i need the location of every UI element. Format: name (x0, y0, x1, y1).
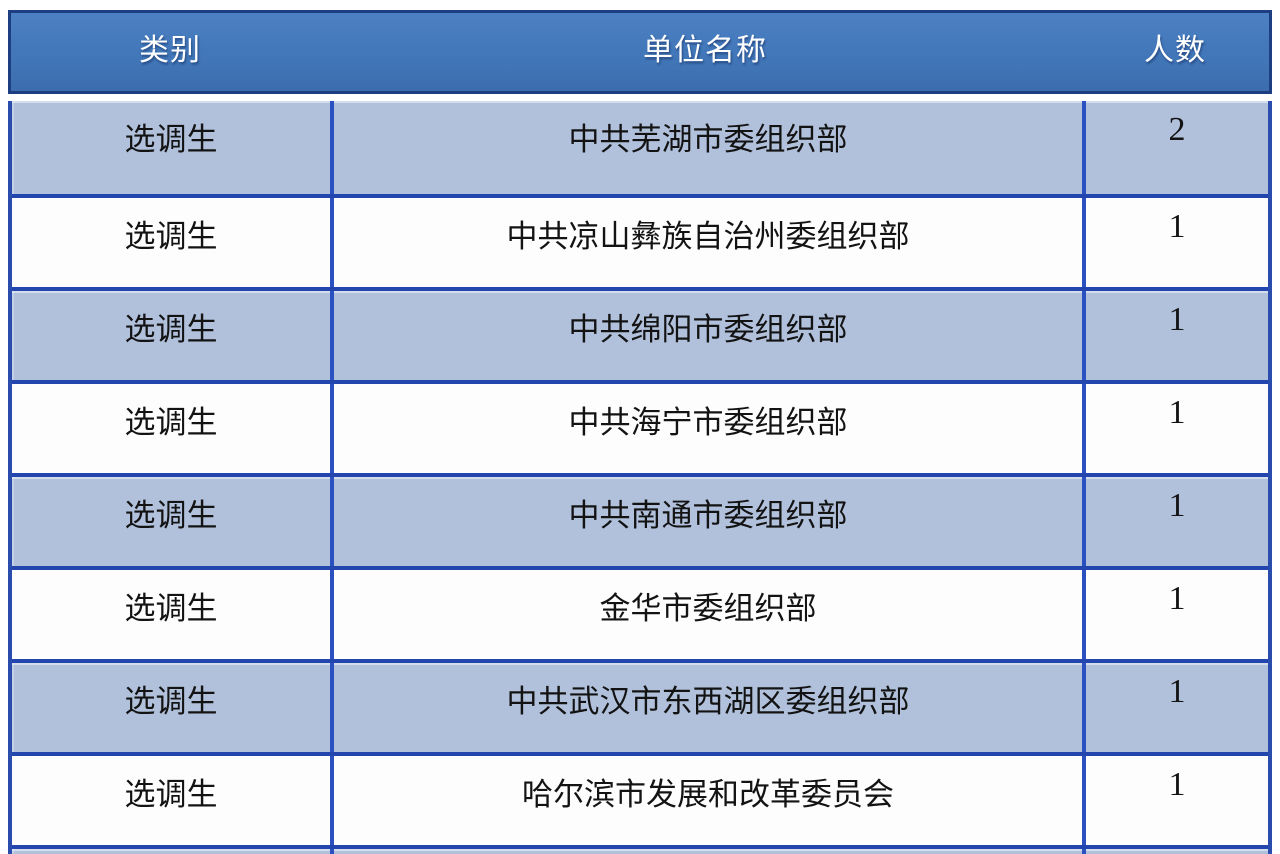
cell-count: 1 (1082, 291, 1268, 380)
cell-unit-name: 中共绵阳市委组织部 (330, 291, 1082, 380)
header-cell-category: 类别 (139, 34, 201, 67)
cell-count: 1 (1082, 477, 1268, 566)
cell-unit-name: 中共南通市委组织部 (330, 477, 1082, 566)
cell-unit-name: 中共芜湖市委组织部 (330, 101, 1082, 194)
cell-count: 1 (1082, 756, 1268, 845)
cell-category: 选调生 (124, 122, 218, 157)
cell-count: 2 (1082, 101, 1268, 194)
cell-unit-name: 金华市委组织部 (330, 570, 1082, 659)
cell-category (12, 849, 330, 854)
cell-count: 1 (1082, 570, 1268, 659)
cell-count: 1 (1082, 384, 1268, 473)
table-row: 选调生 金华市委组织部 1 (12, 566, 1268, 659)
cell-unit-name: 哈尔滨市发展和改革委员会 (330, 756, 1082, 845)
cell-category: 选调生 (124, 312, 218, 347)
cell-category: 选调生 (124, 777, 218, 812)
table-row: 选调生 中共海宁市委组织部 1 (12, 380, 1268, 473)
table-row (12, 845, 1268, 854)
cell-count: 1 (1082, 198, 1268, 287)
table-row: 选调生 中共绵阳市委组织部 1 (12, 287, 1268, 380)
cell-unit-name: 中共凉山彝族自治州委组织部 (330, 198, 1082, 287)
table-row: 选调生 中共芜湖市委组织部 2 (12, 101, 1268, 194)
cell-category: 选调生 (124, 405, 218, 440)
cell-unit-name (330, 849, 1082, 854)
cell-category: 选调生 (124, 684, 218, 719)
cell-category: 选调生 (124, 219, 218, 254)
cell-count (1082, 849, 1268, 854)
table-header-row: 类别 单位名称 人数 (8, 10, 1272, 94)
table-row: 选调生 中共凉山彝族自治州委组织部 1 (12, 194, 1268, 287)
cell-unit-name: 中共海宁市委组织部 (330, 384, 1082, 473)
table-row: 选调生 哈尔滨市发展和改革委员会 1 (12, 752, 1268, 845)
table-row: 选调生 中共南通市委组织部 1 (12, 473, 1268, 566)
header-cell-unit-name: 单位名称 (643, 34, 767, 67)
cell-count: 1 (1082, 663, 1268, 752)
table-row: 选调生 中共武汉市东西湖区委组织部 1 (12, 659, 1268, 752)
cell-unit-name: 中共武汉市东西湖区委组织部 (330, 663, 1082, 752)
table-body: 选调生 中共芜湖市委组织部 2 选调生 中共凉山彝族自治州委组织部 1 选调生 … (8, 101, 1272, 854)
cell-category: 选调生 (124, 591, 218, 626)
header-cell-count: 人数 (1144, 34, 1206, 67)
cell-category: 选调生 (124, 498, 218, 533)
